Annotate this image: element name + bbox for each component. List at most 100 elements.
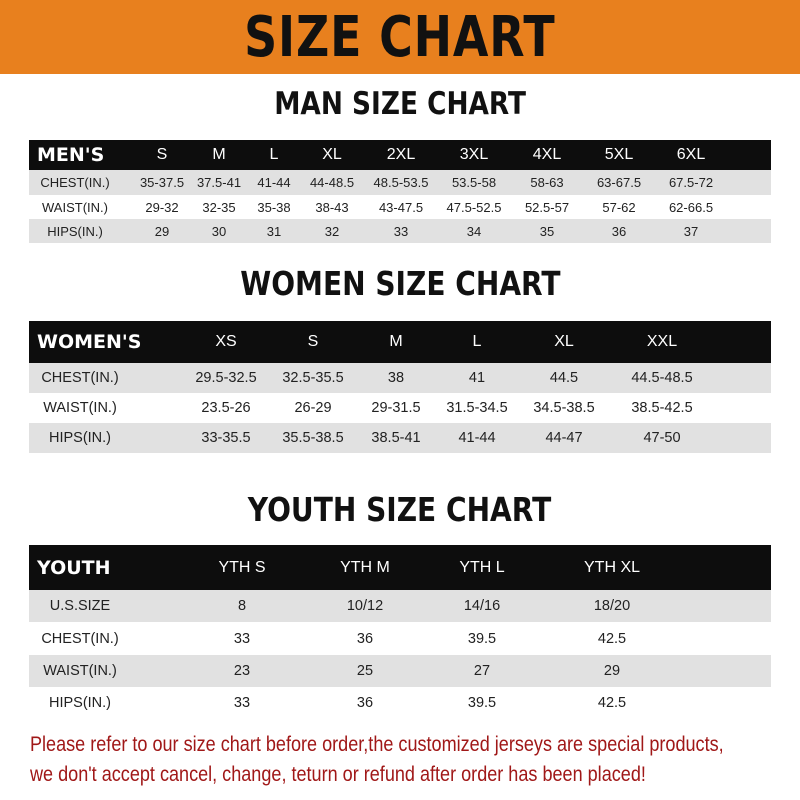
measurement-label: HIPS(IN.) bbox=[47, 223, 103, 239]
size-column-header: XS bbox=[215, 333, 237, 350]
measurement-value: 41 bbox=[468, 370, 486, 386]
measurement-value: 35-38 bbox=[257, 199, 291, 215]
size-column-header: L bbox=[472, 333, 482, 350]
measurement-value: 25 bbox=[356, 663, 374, 679]
men-header-row: MEN'S S M L XL 2XL 3XL 4XL 5XL 6XL bbox=[29, 140, 771, 170]
measurement-value: 34 bbox=[466, 223, 482, 239]
size-column-header: 2XL bbox=[386, 146, 416, 163]
size-column-header: XL bbox=[322, 146, 342, 163]
measurement-value: 38-43 bbox=[315, 199, 349, 215]
size-column-header: XL bbox=[554, 333, 574, 350]
banner-title: SIZE CHART bbox=[244, 4, 556, 70]
measurement-label: CHEST(IN.) bbox=[41, 370, 119, 386]
measurement-value: 31 bbox=[266, 223, 282, 239]
measurement-value: 30 bbox=[211, 223, 227, 239]
measurement-value: 35.5-38.5 bbox=[282, 430, 344, 446]
men-chart-title: MAN SIZE CHART bbox=[0, 86, 800, 122]
measurement-value: 47-50 bbox=[643, 430, 681, 446]
measurement-value: 43-47.5 bbox=[378, 199, 424, 215]
measurement-value: 36 bbox=[356, 694, 374, 711]
measurement-value: 53.5-58 bbox=[451, 175, 497, 190]
measurement-value: 44.5 bbox=[549, 370, 579, 386]
measurement-label: CHEST(IN.) bbox=[40, 175, 110, 190]
measurement-value: 32-35 bbox=[202, 199, 236, 215]
measurement-value: 8 bbox=[237, 598, 247, 614]
youth-chart-title: YOUTH SIZE CHART bbox=[0, 490, 800, 529]
size-column-header: YTH L bbox=[459, 558, 505, 576]
youth-table-row: WAIST(IN.) 23 25 27 29 bbox=[29, 655, 771, 687]
table-label: MEN'S bbox=[37, 144, 105, 166]
measurement-label: WAIST(IN.) bbox=[42, 199, 108, 215]
women-header-row: WOMEN'S XS S M L XL XXL bbox=[29, 321, 771, 363]
size-chart-banner: SIZE CHART bbox=[0, 0, 800, 74]
measurement-value: 34.5-38.5 bbox=[533, 400, 595, 416]
measurement-value: 44.5-48.5 bbox=[631, 370, 693, 386]
youth-chart-title-text: YOUTH SIZE CHART bbox=[248, 490, 552, 529]
size-column-header: M bbox=[389, 333, 403, 350]
measurement-label: U.S.SIZE bbox=[49, 598, 111, 614]
size-column-header: L bbox=[269, 146, 279, 163]
measurement-value: 33 bbox=[233, 630, 251, 647]
measurement-value: 35-37.5 bbox=[139, 175, 185, 190]
order-note-line-1: Please refer to our size chart before or… bbox=[30, 733, 724, 756]
size-column-header: M bbox=[212, 146, 226, 163]
youth-header-row: YOUTH YTH S YTH M YTH L YTH XL bbox=[29, 545, 771, 590]
measurement-value: 62-66.5 bbox=[668, 199, 714, 215]
size-column-header: 5XL bbox=[604, 146, 634, 163]
measurement-value: 42.5 bbox=[597, 630, 627, 647]
measurement-label: HIPS(IN.) bbox=[48, 694, 112, 711]
measurement-value: 58-63 bbox=[530, 175, 564, 190]
measurement-value: 33 bbox=[393, 223, 409, 239]
measurement-value: 33-35.5 bbox=[201, 430, 251, 446]
men-chart-title-text: MAN SIZE CHART bbox=[274, 86, 526, 122]
measurement-value: 31.5-34.5 bbox=[446, 400, 508, 416]
measurement-value: 29-32 bbox=[145, 199, 179, 215]
measurement-label: WAIST(IN.) bbox=[43, 400, 117, 416]
measurement-label: CHEST(IN.) bbox=[41, 630, 119, 647]
women-table-row: WAIST(IN.) 23.5-26 26-29 29-31.5 31.5-34.5 34… bbox=[29, 393, 771, 423]
measurement-value: 29 bbox=[603, 663, 621, 679]
measurement-value: 44-47 bbox=[545, 430, 583, 446]
size-column-header: S bbox=[156, 146, 168, 163]
measurement-value: 48.5-53.5 bbox=[373, 175, 429, 190]
measurement-value: 38 bbox=[387, 370, 405, 386]
measurement-value: 42.5 bbox=[597, 694, 627, 711]
youth-table-row: HIPS(IN.) 33 36 39.5 42.5 bbox=[29, 687, 771, 718]
youth-table-row: U.S.SIZE 8 10/12 14/16 18/20 bbox=[29, 590, 771, 622]
size-column-header: YTH M bbox=[340, 558, 390, 576]
measurement-value: 39.5 bbox=[467, 694, 497, 711]
measurement-value: 32 bbox=[324, 223, 340, 239]
table-label: WOMEN'S bbox=[37, 331, 142, 353]
measurement-value: 57-62 bbox=[602, 199, 636, 215]
women-table-row: HIPS(IN.) 33-35.5 35.5-38.5 38.5-41 41-44 44-… bbox=[29, 423, 771, 453]
measurement-value: 18/20 bbox=[593, 598, 631, 614]
measurement-value: 32.5-35.5 bbox=[282, 370, 344, 386]
measurement-value: 23.5-26 bbox=[201, 400, 251, 416]
measurement-value: 52.5-57 bbox=[524, 199, 570, 215]
men-table-row: CHEST(IN.) 35-37.5 37.5-41 41-44 44-48.5 48.5… bbox=[29, 170, 771, 195]
measurement-value: 41-44 bbox=[257, 175, 291, 190]
measurement-value: 37.5-41 bbox=[196, 175, 242, 190]
order-note-line-2: we don't accept cancel, change, teturn o… bbox=[30, 763, 646, 786]
measurement-value: 36 bbox=[356, 630, 374, 647]
size-column-header: 6XL bbox=[676, 146, 706, 163]
measurement-label: WAIST(IN.) bbox=[43, 663, 117, 679]
measurement-value: 38.5-42.5 bbox=[631, 400, 693, 416]
women-chart-title: WOMEN SIZE CHART bbox=[0, 264, 800, 303]
table-label: YOUTH bbox=[37, 556, 111, 579]
size-column-header: 4XL bbox=[532, 146, 562, 163]
size-column-header: S bbox=[307, 333, 319, 350]
size-column-header: XXL bbox=[646, 333, 678, 350]
measurement-value: 38.5-41 bbox=[371, 430, 421, 446]
measurement-value: 41-44 bbox=[458, 430, 496, 446]
measurement-value: 26-29 bbox=[294, 400, 332, 416]
measurement-value: 63-67.5 bbox=[596, 175, 642, 190]
men-table-row: HIPS(IN.) 29 30 31 32 33 34 35 36 37 bbox=[29, 219, 771, 243]
measurement-value: 37 bbox=[683, 223, 699, 239]
size-column-header: YTH XL bbox=[583, 558, 641, 576]
measurement-value: 29 bbox=[154, 223, 170, 239]
measurement-value: 23 bbox=[233, 663, 251, 679]
youth-table-row: CHEST(IN.) 33 36 39.5 42.5 bbox=[29, 622, 771, 655]
size-column-header: 3XL bbox=[459, 146, 489, 163]
measurement-label: HIPS(IN.) bbox=[48, 430, 112, 446]
